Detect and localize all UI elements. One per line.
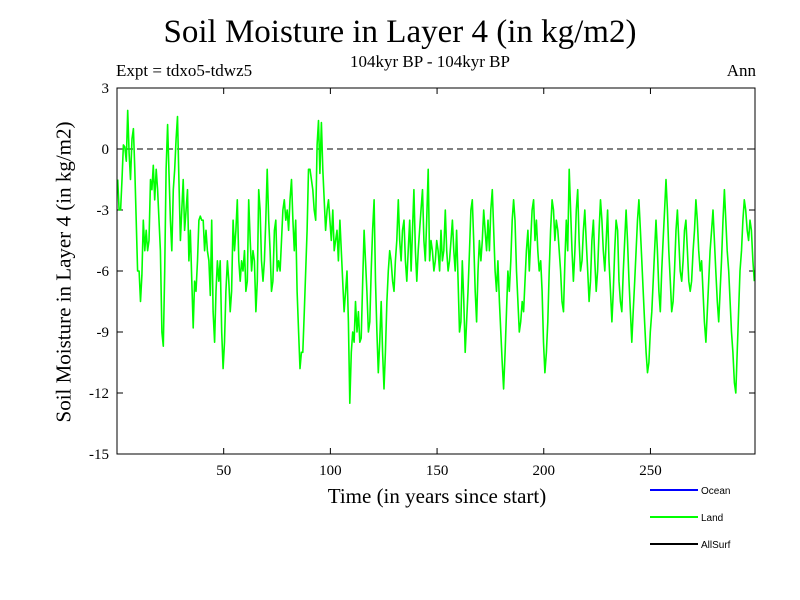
legend: Ocean Land AllSurf: [650, 486, 731, 551]
y-tick-label: 0: [102, 142, 110, 158]
x-tick-label: 50: [216, 463, 231, 479]
y-tick-label: -12: [89, 386, 109, 402]
x-tick-label: 150: [426, 463, 449, 479]
legend-label-allsurf: AllSurf: [701, 540, 731, 551]
y-tick-label: 3: [102, 81, 110, 97]
y-tick-label: -15: [89, 447, 109, 463]
y-tick-label: -6: [97, 264, 110, 280]
y-tick-label: -9: [97, 325, 110, 341]
x-tick-label: 200: [533, 463, 556, 479]
series-line-land: [116, 109, 756, 405]
legend-label-ocean: Ocean: [701, 486, 730, 497]
legend-label-land: Land: [701, 513, 723, 524]
experiment-label: Expt = tdxo5-tdwz5: [116, 61, 253, 80]
x-tick-label: 100: [319, 463, 342, 479]
x-axis-label: Time (in years since start): [327, 484, 547, 508]
x-tick-label: 250: [639, 463, 662, 479]
series-layer: [116, 109, 756, 405]
axis-ticks: 3 0 -3 -6 -9 -12 -15 50 100 150 200 250: [89, 81, 755, 479]
period-label: Ann: [726, 61, 756, 80]
chart-title: Soil Moisture in Layer 4 (in kg/m2): [163, 14, 637, 50]
y-tick-label: -3: [97, 203, 110, 219]
plot-frame: [116, 87, 756, 455]
chart-subtitle: 104kyr BP - 104kyr BP: [350, 52, 510, 71]
